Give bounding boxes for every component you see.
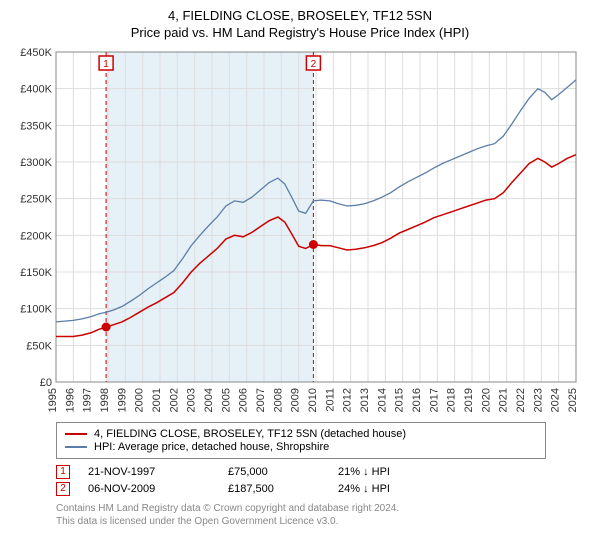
svg-text:£450K: £450K <box>20 47 52 59</box>
svg-text:2016: 2016 <box>411 388 423 412</box>
svg-text:1995: 1995 <box>47 388 59 412</box>
marker-badge: 1 <box>56 465 70 479</box>
transaction-diff: 24% ↓ HPI <box>338 483 458 495</box>
svg-text:1998: 1998 <box>99 388 111 412</box>
line-chart-svg: £0 £50K £100K £150K £200K £250K £300K £350K £400… <box>10 46 590 418</box>
transactions-table: 1 21-NOV-1997 £75,000 21% ↓ HPI 2 06-NOV… <box>56 465 590 496</box>
svg-text:1: 1 <box>103 59 109 70</box>
footer-line: Contains HM Land Registry data © Crown c… <box>56 502 590 515</box>
svg-text:2011: 2011 <box>324 388 336 412</box>
svg-text:2017: 2017 <box>428 388 440 412</box>
svg-text:£400K: £400K <box>20 84 52 96</box>
chart-titles: 4, FIELDING CLOSE, BROSELEY, TF12 5SN Pr… <box>10 8 590 40</box>
legend-item: 4, FIELDING CLOSE, BROSELEY, TF12 5SN (d… <box>65 428 537 440</box>
svg-text:2019: 2019 <box>463 388 475 412</box>
svg-text:2014: 2014 <box>376 388 388 412</box>
svg-text:2024: 2024 <box>550 388 562 412</box>
footer: Contains HM Land Registry data © Crown c… <box>56 502 590 528</box>
legend-swatch <box>65 446 87 448</box>
svg-text:£100K: £100K <box>20 304 52 316</box>
svg-text:2015: 2015 <box>394 388 406 412</box>
legend: 4, FIELDING CLOSE, BROSELEY, TF12 5SN (d… <box>56 422 546 459</box>
svg-text:£350K: £350K <box>20 120 52 132</box>
svg-text:2007: 2007 <box>255 388 267 412</box>
title-subtitle: Price paid vs. HM Land Registry's House … <box>10 25 590 40</box>
transaction-price: £75,000 <box>228 466 338 478</box>
svg-text:£0: £0 <box>40 377 52 389</box>
svg-text:2: 2 <box>311 59 317 70</box>
svg-text:2021: 2021 <box>498 388 510 412</box>
transaction-date: 21-NOV-1997 <box>88 466 228 478</box>
svg-text:1997: 1997 <box>82 388 94 412</box>
svg-text:2010: 2010 <box>307 388 319 412</box>
svg-text:2020: 2020 <box>480 388 492 412</box>
svg-text:2013: 2013 <box>359 388 371 412</box>
svg-text:2002: 2002 <box>168 388 180 412</box>
svg-text:2001: 2001 <box>151 388 163 412</box>
svg-text:2003: 2003 <box>186 388 198 412</box>
legend-label: 4, FIELDING CLOSE, BROSELEY, TF12 5SN (d… <box>94 428 406 440</box>
svg-text:£50K: £50K <box>26 340 52 352</box>
svg-text:1999: 1999 <box>116 388 128 412</box>
svg-text:2025: 2025 <box>567 388 579 412</box>
transaction-date: 06-NOV-2009 <box>88 483 228 495</box>
svg-text:2018: 2018 <box>446 388 458 412</box>
svg-text:1996: 1996 <box>64 388 76 412</box>
legend-item: HPI: Average price, detached house, Shro… <box>65 441 537 453</box>
transaction-row: 2 06-NOV-2009 £187,500 24% ↓ HPI <box>56 482 590 496</box>
svg-text:2008: 2008 <box>272 388 284 412</box>
transaction-diff: 21% ↓ HPI <box>338 466 458 478</box>
legend-swatch <box>65 433 87 435</box>
legend-label: HPI: Average price, detached house, Shro… <box>94 441 329 453</box>
chart-area: £0 £50K £100K £150K £200K £250K £300K £350K £400… <box>10 46 590 418</box>
svg-text:2006: 2006 <box>238 388 250 412</box>
marker-badge: 2 <box>56 482 70 496</box>
transaction-row: 1 21-NOV-1997 £75,000 21% ↓ HPI <box>56 465 590 479</box>
transaction-price: £187,500 <box>228 483 338 495</box>
svg-text:2004: 2004 <box>203 388 215 412</box>
svg-text:£250K: £250K <box>20 194 52 206</box>
svg-text:2022: 2022 <box>515 388 527 412</box>
svg-text:2023: 2023 <box>532 388 544 412</box>
svg-text:2012: 2012 <box>342 388 354 412</box>
footer-line: This data is licensed under the Open Gov… <box>56 515 590 528</box>
svg-text:2005: 2005 <box>220 388 232 412</box>
svg-text:£150K: £150K <box>20 267 52 279</box>
title-address: 4, FIELDING CLOSE, BROSELEY, TF12 5SN <box>10 8 590 23</box>
svg-text:£300K: £300K <box>20 157 52 169</box>
svg-text:£200K: £200K <box>20 230 52 242</box>
svg-text:2000: 2000 <box>134 388 146 412</box>
svg-text:2009: 2009 <box>290 388 302 412</box>
